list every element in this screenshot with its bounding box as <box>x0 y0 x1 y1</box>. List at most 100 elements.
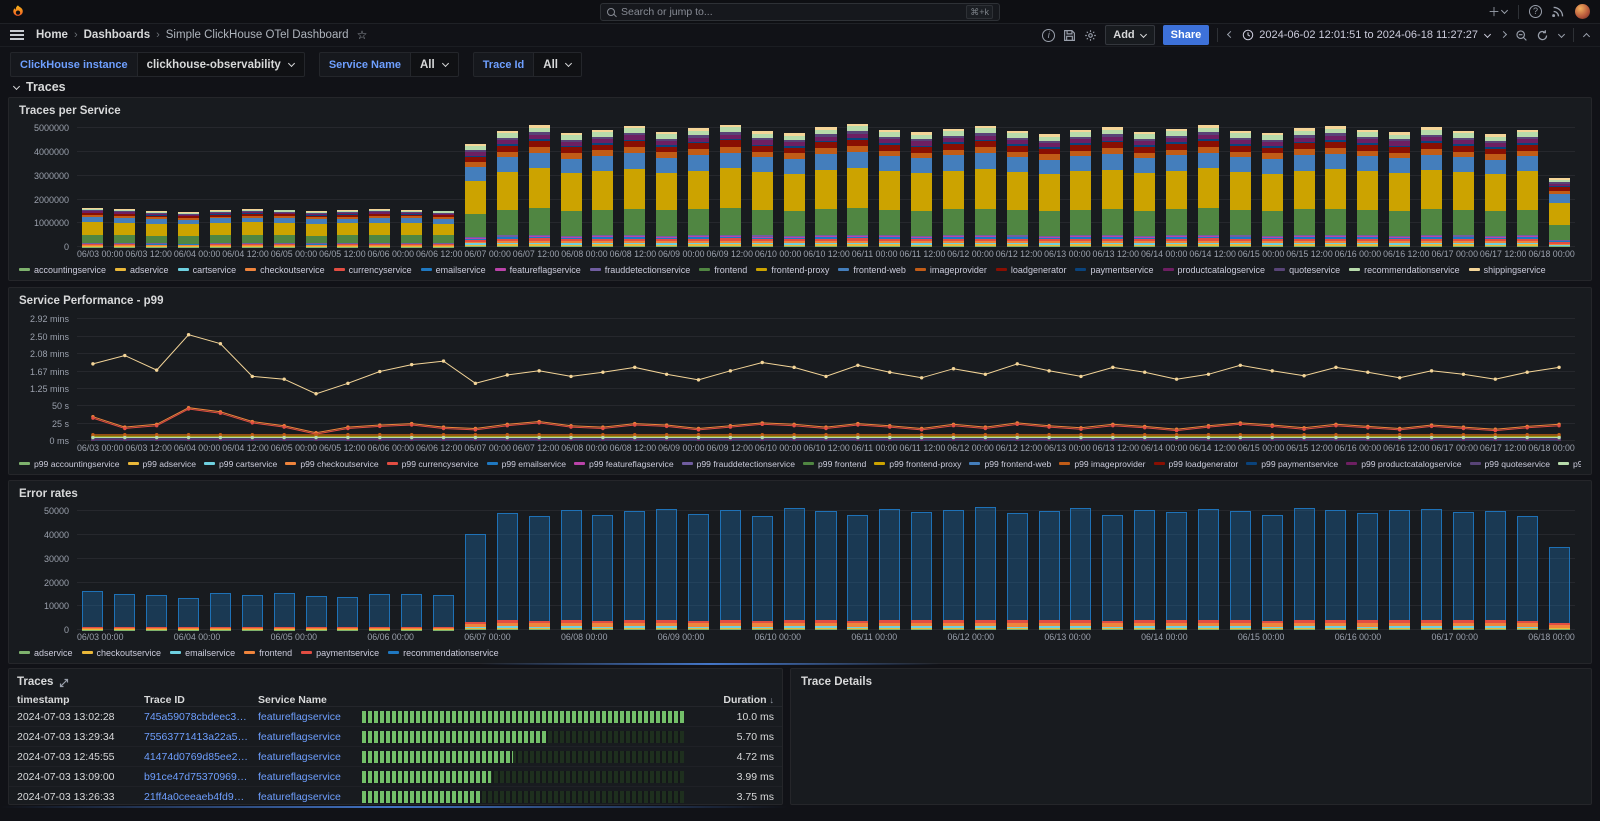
stacked-bar[interactable] <box>1261 133 1283 247</box>
legend-item-frontend-proxy[interactable]: frontend-proxy <box>756 265 829 275</box>
stacked-bar[interactable] <box>942 509 964 630</box>
cell-service-link[interactable]: featureflagservice <box>258 790 341 803</box>
stacked-bar[interactable] <box>1070 129 1092 247</box>
stacked-bar[interactable] <box>337 596 359 630</box>
panel-title[interactable]: Trace Details <box>801 676 872 688</box>
stacked-bar[interactable] <box>114 209 136 247</box>
stacked-bar[interactable] <box>783 507 805 630</box>
legend-item-emailservice[interactable]: emailservice <box>170 648 235 658</box>
stacked-bar[interactable] <box>1166 128 1188 247</box>
legend-item-cartservice[interactable]: cartservice <box>177 265 236 275</box>
add-button[interactable]: Add <box>1105 25 1155 45</box>
cell-service-link[interactable]: featureflagservice <box>258 750 341 763</box>
stacked-bar[interactable] <box>1548 178 1570 247</box>
legend-item-imageprovider[interactable]: imageprovider <box>914 265 987 275</box>
stacked-bar[interactable] <box>178 212 200 247</box>
stacked-bar[interactable] <box>114 594 136 630</box>
stacked-bar[interactable] <box>719 510 741 630</box>
stacked-bar[interactable] <box>1452 131 1474 247</box>
stacked-bar[interactable] <box>1484 510 1506 630</box>
service-name-select[interactable]: All <box>410 52 459 77</box>
stacked-bar[interactable] <box>496 131 518 247</box>
stacked-bar[interactable] <box>1038 511 1060 630</box>
stacked-bar[interactable] <box>974 126 996 247</box>
legend-item-recommendationservice[interactable]: recommendationservice <box>388 648 499 658</box>
settings-gear-icon[interactable] <box>1084 29 1097 42</box>
explore-icon[interactable] <box>59 678 69 688</box>
stacked-bar[interactable] <box>751 515 773 630</box>
stacked-bar[interactable] <box>82 208 104 247</box>
stacked-bar[interactable] <box>337 210 359 247</box>
legend-item-recommendationservice[interactable]: p99 recommendationservice <box>1557 459 1581 469</box>
panel-title[interactable]: Error rates <box>19 488 78 500</box>
stacked-bar[interactable] <box>1357 129 1379 247</box>
stacked-bar[interactable] <box>1484 134 1506 247</box>
legend-item-frauddetectionservice[interactable]: frauddetectionservice <box>589 265 690 275</box>
stacked-bar[interactable] <box>815 511 837 630</box>
stacked-bar[interactable] <box>592 514 614 630</box>
stacked-bar[interactable] <box>687 513 710 630</box>
stacked-bar[interactable] <box>751 131 773 247</box>
stacked-bar[interactable] <box>146 595 168 630</box>
stacked-bar[interactable] <box>1197 508 1219 630</box>
legend-item-featureflagservice[interactable]: p99 featureflagservice <box>574 459 674 469</box>
legend-item-imageprovider[interactable]: p99 imageprovider <box>1059 459 1146 469</box>
stacked-bar[interactable] <box>1134 132 1156 247</box>
stacked-bar[interactable] <box>624 511 646 630</box>
stacked-bar[interactable] <box>560 510 582 630</box>
stacked-bar[interactable] <box>433 594 455 630</box>
stacked-bar[interactable] <box>911 132 933 247</box>
stacked-bar[interactable] <box>592 129 614 247</box>
stacked-bar[interactable] <box>1516 515 1538 630</box>
stacked-bar[interactable] <box>305 211 327 247</box>
refresh-icon[interactable] <box>1536 29 1549 42</box>
legend-item-cartservice[interactable]: p99 cartservice <box>204 459 277 469</box>
stacked-bar[interactable] <box>1070 507 1092 630</box>
stacked-bar[interactable] <box>369 593 391 630</box>
refresh-interval-icon[interactable] <box>1557 30 1566 38</box>
legend-item-emailservice[interactable]: p99 emailservice <box>486 459 566 469</box>
legend-item-productcatalogservice[interactable]: p99 productcatalogservice <box>1346 459 1462 469</box>
legend-item-accountingservice[interactable]: accountingservice <box>19 265 106 275</box>
stacked-bar[interactable] <box>879 129 901 247</box>
legend-item-paymentservice[interactable]: paymentservice <box>1075 265 1154 275</box>
panel-title[interactable]: Traces <box>9 675 782 690</box>
stacked-bar[interactable] <box>974 506 996 630</box>
legend-item-frontend-web[interactable]: p99 frontend-web <box>969 459 1051 469</box>
stacked-bar[interactable] <box>1102 514 1124 630</box>
stacked-bar[interactable] <box>305 595 327 630</box>
stacked-bar[interactable] <box>1006 513 1028 630</box>
cell-trace-id-link[interactable]: 41474d0769d85ee2828... <box>144 750 258 763</box>
stacked-bar[interactable] <box>1516 129 1538 247</box>
legend-item-checkoutservice[interactable]: p99 checkoutservice <box>285 459 379 469</box>
stacked-bar[interactable] <box>687 128 710 247</box>
stacked-bar[interactable] <box>369 209 391 247</box>
stacked-bar[interactable] <box>528 515 550 630</box>
time-forward-icon[interactable] <box>1499 30 1508 38</box>
stacked-bar[interactable] <box>1325 126 1347 247</box>
stacked-bar[interactable] <box>401 594 423 630</box>
stacked-bar[interactable] <box>1421 127 1443 247</box>
stacked-bar[interactable] <box>1038 134 1060 247</box>
legend-item-emailservice[interactable]: emailservice <box>420 265 486 275</box>
stacked-bar[interactable] <box>178 598 200 630</box>
stacked-bar[interactable] <box>847 123 869 247</box>
stacked-bar[interactable] <box>146 210 168 247</box>
stacked-bar[interactable] <box>1421 508 1443 630</box>
cell-trace-id-link[interactable]: 745a59078cbdeec39b7... <box>144 710 258 723</box>
legend-item-frontend[interactable]: frontend <box>244 648 292 658</box>
stacked-bar[interactable] <box>1389 132 1411 247</box>
save-icon[interactable] <box>1063 29 1076 42</box>
col-trace-id[interactable]: Trace ID <box>144 694 185 706</box>
stacked-bar[interactable] <box>1389 509 1411 630</box>
stacked-bar[interactable] <box>560 132 582 247</box>
stacked-bar[interactable] <box>401 209 423 247</box>
stacked-bar[interactable] <box>82 590 104 630</box>
help-icon[interactable]: ? <box>1529 5 1542 18</box>
grafana-logo-icon[interactable] <box>10 4 26 20</box>
stacked-bar[interactable] <box>273 593 295 630</box>
legend-item-currencyservice[interactable]: p99 currencyservice <box>386 459 479 469</box>
legend-item-frontend[interactable]: p99 frontend <box>803 459 866 469</box>
cell-service-link[interactable]: featureflagservice <box>258 710 341 723</box>
stacked-bar[interactable] <box>1452 512 1474 630</box>
